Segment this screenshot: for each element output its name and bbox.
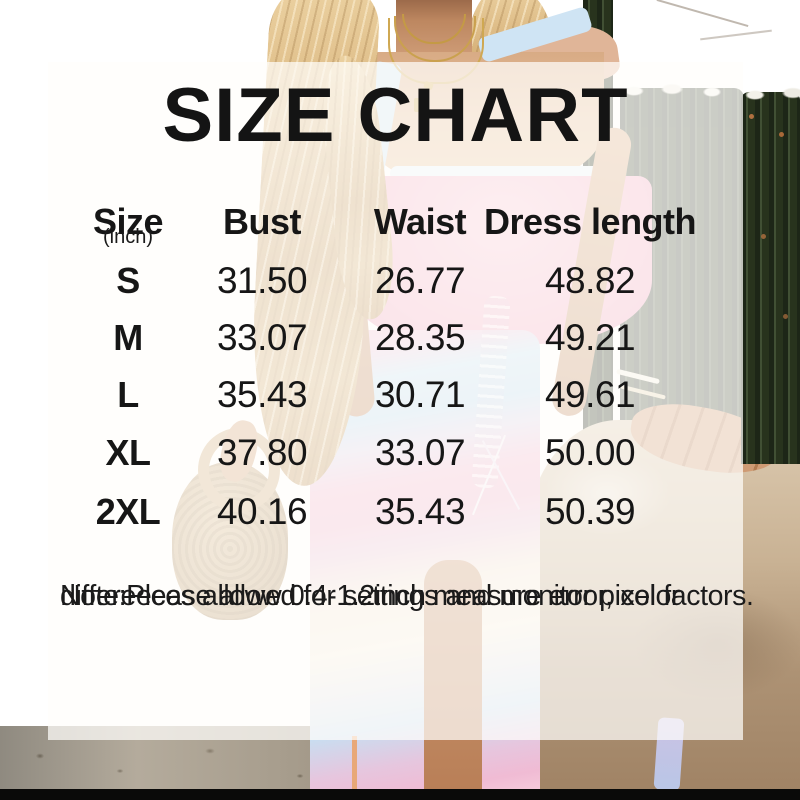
table-header-row: Size Bust Waist Dress length bbox=[48, 201, 743, 243]
cactus-column-right bbox=[741, 85, 800, 464]
column-header-bust: Bust bbox=[223, 201, 302, 242]
bust-cell: 35.43 bbox=[216, 374, 308, 415]
bust-cell: 31.50 bbox=[216, 260, 308, 301]
page-title: SIZE CHART bbox=[162, 73, 629, 158]
unit-label: (inch) bbox=[102, 226, 153, 248]
dress-length-cell: 48.82 bbox=[544, 260, 636, 301]
dress-length-cell: 49.61 bbox=[544, 374, 636, 415]
waist-cell: 35.43 bbox=[374, 491, 466, 532]
bust-cell: 37.80 bbox=[216, 432, 308, 473]
bust-cell: 40.16 bbox=[216, 491, 308, 532]
table-row: S 31.50 26.77 48.82 bbox=[48, 259, 743, 303]
waist-cell: 33.07 bbox=[374, 432, 466, 473]
size-chart-panel: SIZE CHART Size Bust Waist Dress length … bbox=[48, 62, 754, 740]
measure-note-line1: Note:Please allow 0.4-1.2inch measure er… bbox=[60, 580, 680, 612]
waist-cell: 30.71 bbox=[374, 374, 466, 415]
wall-crack bbox=[700, 29, 772, 41]
table-row: 2XL 40.16 35.43 50.39 bbox=[48, 490, 743, 534]
dress-hem-edge bbox=[352, 736, 357, 790]
bottom-black-bar bbox=[0, 789, 800, 800]
size-cell: L bbox=[117, 374, 139, 415]
column-header-waist: Waist bbox=[373, 201, 467, 242]
column-header-size: Size bbox=[92, 201, 164, 242]
size-cell: XL bbox=[105, 432, 151, 473]
column-header-dress-length: Dress length bbox=[483, 201, 697, 242]
wall-crack bbox=[656, 0, 749, 28]
size-cell: 2XL bbox=[95, 491, 161, 532]
waist-cell: 28.35 bbox=[374, 317, 466, 358]
table-row: M 33.07 28.35 49.21 bbox=[48, 316, 743, 360]
dress-length-cell: 50.00 bbox=[544, 432, 636, 473]
measure-note-line2: differeeces allowed for settings and mon… bbox=[60, 580, 754, 612]
size-cell: M bbox=[113, 317, 143, 358]
table-row: L 35.43 30.71 49.61 bbox=[48, 373, 743, 417]
waist-cell: 26.77 bbox=[374, 260, 466, 301]
size-cell: S bbox=[116, 260, 140, 301]
table-row: XL 37.80 33.07 50.00 bbox=[48, 431, 743, 475]
dress-length-cell: 49.21 bbox=[544, 317, 636, 358]
bust-cell: 33.07 bbox=[216, 317, 308, 358]
dress-length-cell: 50.39 bbox=[544, 491, 636, 532]
